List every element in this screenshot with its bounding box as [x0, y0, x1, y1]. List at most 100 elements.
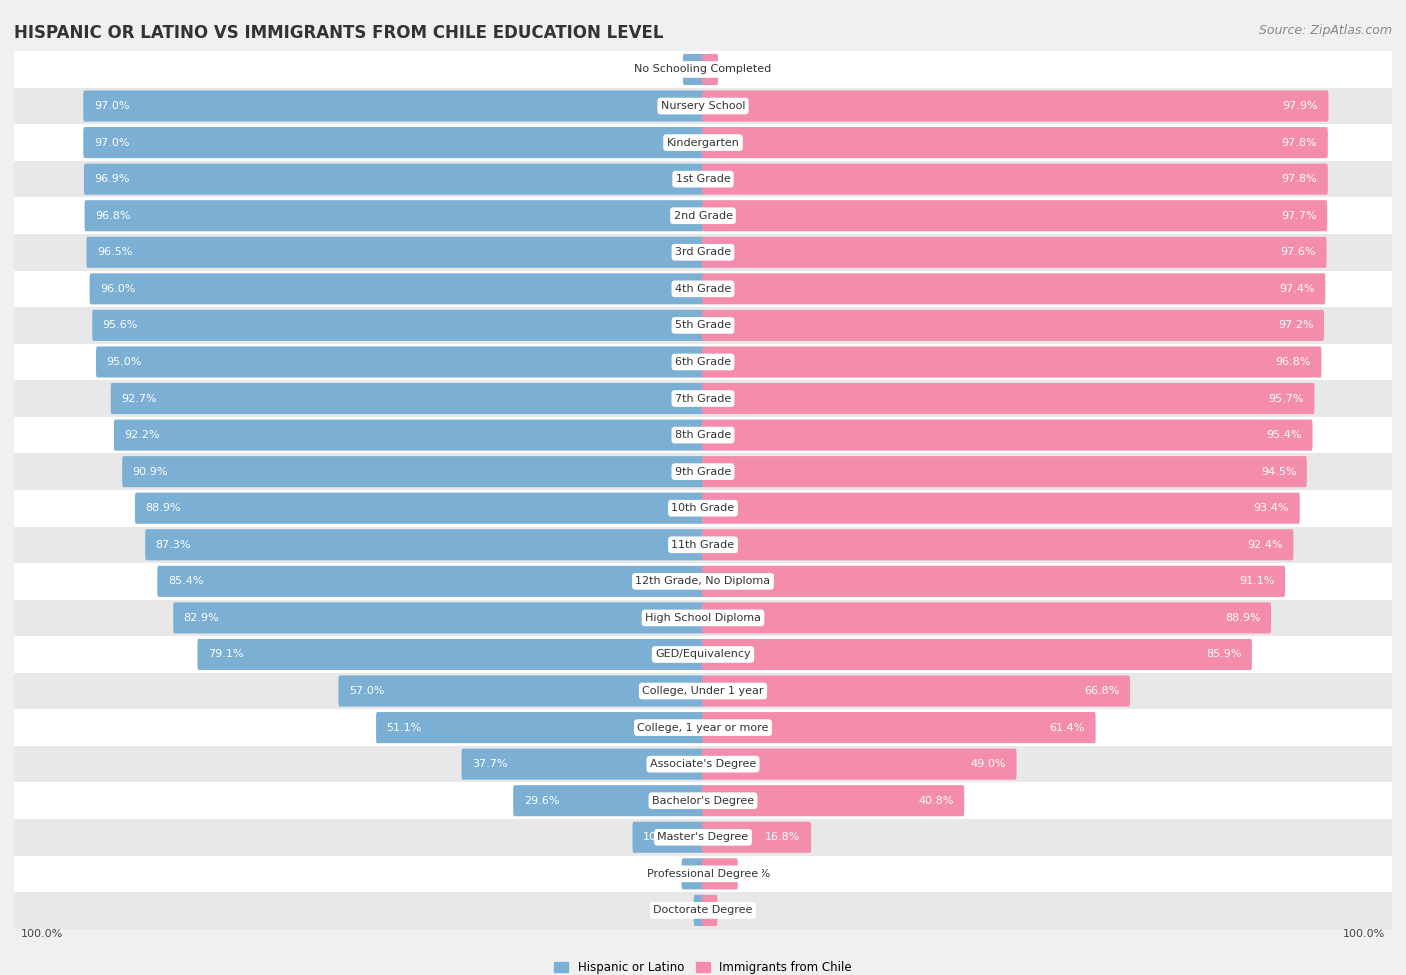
Text: 10th Grade: 10th Grade: [672, 503, 734, 513]
FancyBboxPatch shape: [135, 492, 704, 524]
FancyBboxPatch shape: [197, 639, 704, 670]
FancyBboxPatch shape: [702, 858, 738, 889]
FancyBboxPatch shape: [702, 419, 1313, 450]
Text: 85.9%: 85.9%: [1206, 649, 1241, 659]
Text: 97.9%: 97.9%: [1282, 101, 1317, 111]
FancyBboxPatch shape: [702, 895, 717, 926]
Text: 95.4%: 95.4%: [1267, 430, 1302, 440]
Text: 97.6%: 97.6%: [1281, 248, 1316, 257]
FancyBboxPatch shape: [1, 197, 1405, 234]
FancyBboxPatch shape: [1, 88, 1405, 124]
FancyBboxPatch shape: [84, 164, 704, 195]
Text: 90.9%: 90.9%: [132, 467, 169, 477]
FancyBboxPatch shape: [702, 383, 1315, 414]
FancyBboxPatch shape: [702, 566, 1285, 597]
FancyBboxPatch shape: [702, 273, 1326, 304]
FancyBboxPatch shape: [339, 676, 704, 707]
Text: 97.8%: 97.8%: [1282, 175, 1317, 184]
Text: 82.9%: 82.9%: [184, 613, 219, 623]
Text: 5.3%: 5.3%: [742, 869, 770, 878]
FancyBboxPatch shape: [1, 344, 1405, 380]
FancyBboxPatch shape: [1, 161, 1405, 197]
Text: 93.4%: 93.4%: [1254, 503, 1289, 513]
FancyBboxPatch shape: [145, 529, 704, 561]
FancyBboxPatch shape: [1, 234, 1405, 270]
Text: 85.4%: 85.4%: [167, 576, 204, 586]
FancyBboxPatch shape: [702, 91, 1329, 122]
Text: 97.4%: 97.4%: [1279, 284, 1315, 293]
FancyBboxPatch shape: [1, 673, 1405, 710]
FancyBboxPatch shape: [702, 785, 965, 816]
FancyBboxPatch shape: [693, 895, 704, 926]
Text: 97.8%: 97.8%: [1282, 137, 1317, 147]
Text: 1.3%: 1.3%: [661, 906, 689, 916]
FancyBboxPatch shape: [702, 456, 1306, 488]
Text: 87.3%: 87.3%: [156, 540, 191, 550]
FancyBboxPatch shape: [702, 346, 1322, 377]
Text: 95.7%: 95.7%: [1268, 394, 1303, 404]
Text: 97.7%: 97.7%: [1281, 211, 1316, 220]
FancyBboxPatch shape: [1, 782, 1405, 819]
FancyBboxPatch shape: [96, 346, 704, 377]
FancyBboxPatch shape: [1, 307, 1405, 344]
FancyBboxPatch shape: [1, 417, 1405, 453]
Text: 88.9%: 88.9%: [145, 503, 181, 513]
Text: 100.0%: 100.0%: [1343, 929, 1385, 939]
FancyBboxPatch shape: [702, 200, 1327, 231]
Text: 29.6%: 29.6%: [524, 796, 560, 805]
Text: 40.8%: 40.8%: [918, 796, 953, 805]
FancyBboxPatch shape: [86, 237, 704, 268]
Text: 91.1%: 91.1%: [1239, 576, 1275, 586]
Text: 97.2%: 97.2%: [1278, 321, 1313, 331]
FancyBboxPatch shape: [702, 603, 1271, 634]
Text: 5th Grade: 5th Grade: [675, 321, 731, 331]
Text: 2nd Grade: 2nd Grade: [673, 211, 733, 220]
Text: 7th Grade: 7th Grade: [675, 394, 731, 404]
Text: 4th Grade: 4th Grade: [675, 284, 731, 293]
FancyBboxPatch shape: [111, 383, 704, 414]
FancyBboxPatch shape: [173, 603, 704, 634]
FancyBboxPatch shape: [1, 489, 1405, 526]
Text: HISPANIC OR LATINO VS IMMIGRANTS FROM CHILE EDUCATION LEVEL: HISPANIC OR LATINO VS IMMIGRANTS FROM CH…: [14, 24, 664, 42]
Text: 92.7%: 92.7%: [121, 394, 157, 404]
FancyBboxPatch shape: [1, 746, 1405, 782]
Text: 37.7%: 37.7%: [472, 760, 508, 769]
Text: Professional Degree: Professional Degree: [647, 869, 759, 878]
FancyBboxPatch shape: [513, 785, 704, 816]
Text: 49.0%: 49.0%: [970, 760, 1007, 769]
Text: 100.0%: 100.0%: [21, 929, 63, 939]
FancyBboxPatch shape: [1, 380, 1405, 417]
FancyBboxPatch shape: [702, 712, 1095, 743]
FancyBboxPatch shape: [1, 637, 1405, 673]
Text: Master's Degree: Master's Degree: [658, 833, 748, 842]
FancyBboxPatch shape: [461, 749, 704, 780]
Text: 57.0%: 57.0%: [349, 686, 384, 696]
FancyBboxPatch shape: [683, 54, 704, 85]
Text: 95.6%: 95.6%: [103, 321, 138, 331]
Text: Bachelor's Degree: Bachelor's Degree: [652, 796, 754, 805]
Text: Nursery School: Nursery School: [661, 101, 745, 111]
FancyBboxPatch shape: [702, 237, 1326, 268]
Text: 96.5%: 96.5%: [97, 248, 132, 257]
FancyBboxPatch shape: [702, 639, 1251, 670]
Text: 2.1%: 2.1%: [721, 906, 749, 916]
Text: Kindergarten: Kindergarten: [666, 137, 740, 147]
Text: 6th Grade: 6th Grade: [675, 357, 731, 367]
FancyBboxPatch shape: [702, 164, 1327, 195]
FancyBboxPatch shape: [1, 819, 1405, 856]
FancyBboxPatch shape: [1, 564, 1405, 600]
Text: Doctorate Degree: Doctorate Degree: [654, 906, 752, 916]
FancyBboxPatch shape: [702, 492, 1299, 524]
FancyBboxPatch shape: [1, 710, 1405, 746]
FancyBboxPatch shape: [375, 712, 704, 743]
FancyBboxPatch shape: [90, 273, 704, 304]
Text: Source: ZipAtlas.com: Source: ZipAtlas.com: [1258, 24, 1392, 37]
Text: 97.0%: 97.0%: [94, 137, 129, 147]
Text: 9th Grade: 9th Grade: [675, 467, 731, 477]
FancyBboxPatch shape: [702, 54, 718, 85]
Text: 2.2%: 2.2%: [723, 64, 751, 74]
Text: 94.5%: 94.5%: [1261, 467, 1296, 477]
FancyBboxPatch shape: [1, 856, 1405, 892]
Text: 95.0%: 95.0%: [107, 357, 142, 367]
Legend: Hispanic or Latino, Immigrants from Chile: Hispanic or Latino, Immigrants from Chil…: [550, 956, 856, 975]
